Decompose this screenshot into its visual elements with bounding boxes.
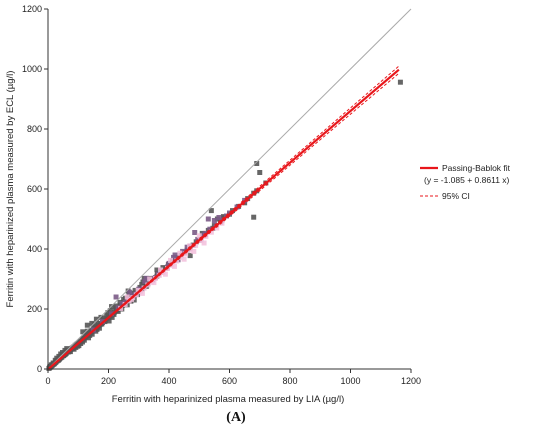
x-tick-label: 400 — [161, 376, 176, 386]
identity-line — [47, 8, 412, 370]
data-point — [162, 271, 168, 277]
data-point — [172, 252, 178, 258]
panel-label: (A) — [226, 410, 246, 425]
data-points — [46, 79, 403, 371]
data-point — [208, 208, 214, 214]
data-point — [254, 161, 260, 166]
data-point — [251, 214, 257, 220]
x-tick-label: 1000 — [340, 376, 360, 386]
data-point — [196, 233, 202, 239]
data-point — [81, 337, 87, 343]
data-point — [220, 214, 226, 220]
legend-fit-label: Passing-Bablok fit — [442, 163, 511, 173]
data-point — [168, 257, 174, 263]
data-point — [177, 250, 183, 256]
y-tick-label: 400 — [27, 244, 42, 254]
data-point — [191, 248, 197, 254]
data-point — [93, 316, 99, 322]
legend-ci-label: 95% CI — [442, 191, 470, 201]
data-point — [211, 218, 217, 223]
data-point — [143, 275, 149, 281]
data-point — [139, 290, 145, 296]
data-point — [187, 247, 193, 253]
data-point — [174, 258, 180, 264]
data-point — [397, 79, 403, 85]
data-point — [89, 331, 95, 337]
data-point — [214, 225, 220, 231]
data-point — [124, 294, 130, 300]
y-tick-label: 0 — [37, 364, 42, 374]
data-point — [106, 318, 112, 324]
data-point — [154, 267, 160, 273]
data-point — [207, 226, 213, 232]
data-point — [171, 263, 177, 269]
data-point — [195, 236, 201, 242]
data-point — [109, 314, 115, 320]
data-point — [84, 328, 90, 334]
y-tick-label: 200 — [27, 304, 42, 314]
data-point — [158, 267, 164, 273]
data-point — [205, 216, 211, 222]
data-point — [208, 229, 214, 235]
data-point — [107, 308, 113, 313]
y-tick-label: 600 — [27, 184, 42, 194]
y-tick-label: 800 — [27, 124, 42, 134]
data-point — [115, 308, 121, 314]
data-point — [135, 287, 141, 293]
data-point — [187, 253, 193, 259]
legend-fit-equation: (y = -1.085 + 0.8611 x) — [424, 175, 510, 185]
data-point — [151, 280, 157, 286]
fit-line — [47, 68, 400, 371]
data-point — [216, 215, 222, 220]
x-tick-label: 0 — [45, 376, 50, 386]
data-point — [192, 230, 198, 235]
data-point — [104, 313, 110, 319]
data-point — [92, 322, 98, 328]
x-tick-label: 200 — [101, 376, 116, 386]
data-point — [201, 240, 207, 246]
axes: 0 200 400 600 800 1000 1200 0 200 400 600 800 1000 12… — [22, 4, 421, 386]
data-point — [113, 294, 119, 300]
x-tick-label: 800 — [282, 376, 297, 386]
data-point — [50, 360, 56, 366]
data-point — [89, 320, 95, 326]
data-point — [64, 346, 70, 352]
y-tick-label: 1000 — [22, 64, 42, 74]
data-point — [187, 243, 193, 249]
y-tick-label: 1200 — [22, 4, 42, 14]
data-point — [119, 301, 125, 307]
data-point — [183, 251, 189, 257]
reference-and-fit-lines — [47, 8, 412, 371]
data-point — [127, 289, 133, 295]
data-point — [178, 254, 184, 260]
data-point — [139, 281, 145, 287]
data-point — [257, 170, 263, 175]
x-axis-label: Ferritin with heparinized plasma measure… — [112, 394, 345, 405]
y-axis-label: Ferritin with heparinized plasma measure… — [5, 71, 16, 308]
data-point — [180, 248, 186, 254]
legend: Passing-Bablok fit (y = -1.085 + 0.8611 … — [420, 163, 511, 201]
data-point — [98, 314, 104, 320]
data-point — [95, 320, 101, 326]
data-point — [181, 256, 187, 262]
x-tick-label: 600 — [222, 376, 237, 386]
x-tick-label: 1200 — [401, 376, 421, 386]
data-point — [198, 238, 204, 244]
data-point — [142, 278, 148, 284]
data-point — [166, 260, 172, 266]
data-point — [96, 325, 102, 331]
data-point — [80, 329, 86, 335]
data-point — [84, 322, 90, 328]
data-point — [147, 276, 153, 282]
